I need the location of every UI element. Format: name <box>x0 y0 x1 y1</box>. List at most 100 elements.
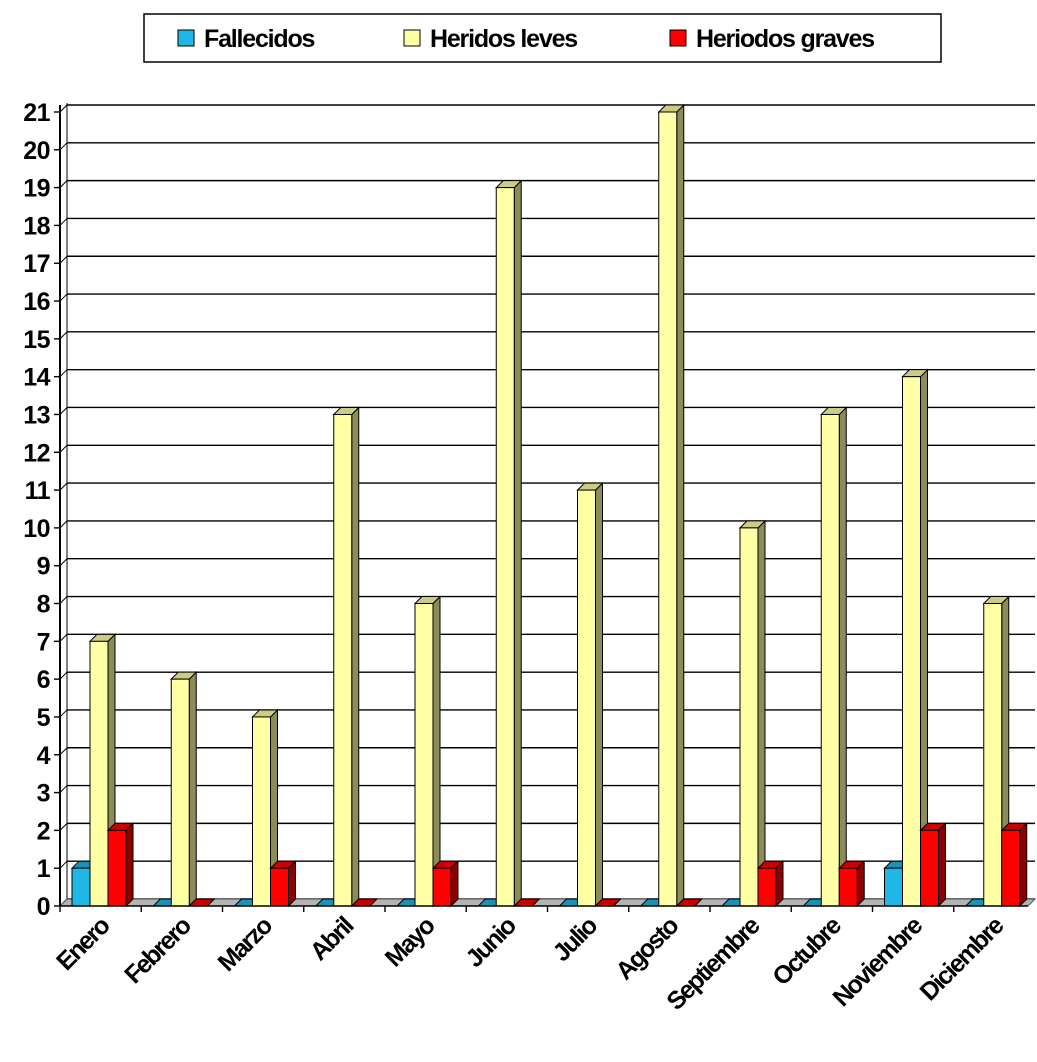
x-tick-label-febrero: Febrero <box>119 911 197 989</box>
bar-side <box>513 179 522 908</box>
bar-side <box>595 481 603 908</box>
bar-heriodos-graves-septiembre <box>756 859 785 908</box>
y-tick-label: 2 <box>37 817 50 845</box>
bar-front <box>414 603 434 907</box>
bar-front <box>757 867 777 907</box>
bar-side <box>188 670 197 908</box>
gridline-depth <box>59 785 68 793</box>
bar-front <box>170 678 190 907</box>
bar-side <box>838 406 847 908</box>
bar-front <box>333 413 353 907</box>
bar-front <box>884 867 903 907</box>
bar-heriodos-graves-enero <box>106 822 135 908</box>
bar-side <box>1019 822 1028 908</box>
y-tick-label: 16 <box>23 288 50 316</box>
bar-side <box>125 822 134 908</box>
x-tick-label-enero: Enero <box>51 911 116 976</box>
x-tick-label-agosto: Agosto <box>610 911 684 985</box>
gridline-depth <box>59 293 68 302</box>
gridline-depth <box>59 823 68 831</box>
y-tick-label: 11 <box>25 477 51 505</box>
bar-heridos-leves-julio <box>576 481 604 908</box>
gridline-depth <box>59 407 68 415</box>
gridline-depth <box>59 709 68 718</box>
bar-heriodos-graves-febrero <box>188 898 216 907</box>
y-tick-label: 10 <box>23 515 50 543</box>
x-tick-label-mayo: Mayo <box>380 911 441 972</box>
bar-heriodos-graves-noviembre <box>919 822 947 908</box>
y-tick-label: 1 <box>37 855 51 883</box>
y-tick-label: 13 <box>23 401 50 429</box>
bar-side <box>856 859 865 908</box>
gridline-depth <box>59 671 68 680</box>
y-tick-label: 14 <box>23 364 50 392</box>
gridline-depth <box>59 596 68 604</box>
gridline-depth <box>59 104 68 113</box>
gridline-depth <box>59 180 68 188</box>
bar-front <box>739 527 759 907</box>
x-tick-label-abril: Abril <box>305 912 359 966</box>
bar-front <box>432 867 452 907</box>
bar-front <box>107 829 127 907</box>
y-tick-label: 8 <box>37 591 51 619</box>
gridline-depth <box>59 747 68 756</box>
legend-label-heridos-leves: Heridos leves <box>430 25 577 53</box>
gridline-depth <box>59 633 68 642</box>
y-tick-label: 15 <box>23 326 50 354</box>
gridline-depth <box>59 142 68 151</box>
legend: Fallecidos Heridos leves Heriodos graves <box>143 13 942 63</box>
y-tick-label: 19 <box>23 175 50 203</box>
bar-side <box>676 103 685 908</box>
bar-front <box>820 413 840 907</box>
x-tick-label-junio: Junio <box>460 911 522 973</box>
bar-heriodos-graves-marzo <box>269 859 297 908</box>
gridline-depth <box>59 331 68 340</box>
bar-side <box>288 859 296 908</box>
bar-front <box>495 187 515 907</box>
y-tick-label: 20 <box>23 137 50 165</box>
y-tick-label: 0 <box>37 893 50 921</box>
legend-label-fallecidos: Fallecidos <box>204 25 315 53</box>
gridline-depth <box>59 255 68 264</box>
bar-heridos-leves-noviembre <box>901 368 929 908</box>
y-tick-label: 4 <box>37 742 51 770</box>
bar-heridos-leves-junio <box>495 179 523 908</box>
bar-front <box>89 640 109 907</box>
legend-swatch-fallecidos <box>177 29 195 47</box>
bar-front <box>252 716 271 907</box>
bar-front <box>983 603 1003 907</box>
x-tick-label-marzo: Marzo <box>213 911 279 977</box>
y-tick-label: 5 <box>37 704 51 732</box>
x-tick-label-noviembre: Noviembre <box>827 911 928 1012</box>
bar-front <box>1001 829 1021 907</box>
bar-front <box>658 111 678 907</box>
gridline-depth <box>59 482 68 491</box>
y-tick-label: 9 <box>37 553 50 581</box>
bar-side <box>938 822 946 908</box>
legend-box <box>143 13 942 63</box>
x-tick-label-julio: Julio <box>547 911 603 967</box>
bar-side <box>351 406 360 908</box>
bar-heriodos-graves-octubre <box>838 859 866 908</box>
y-tick-label: 18 <box>23 212 50 240</box>
y-tick-label: 17 <box>23 250 50 278</box>
bar-front <box>902 376 921 907</box>
y-tick-label: 6 <box>37 666 50 694</box>
bar-side <box>757 519 766 908</box>
bar-heridos-leves-octubre <box>820 406 848 908</box>
gridline-depth <box>59 369 68 378</box>
gridline-depth <box>59 558 68 567</box>
gridline-depth <box>59 520 68 529</box>
bar-heriodos-graves-diciembre <box>1000 822 1028 908</box>
bar-front <box>71 867 91 907</box>
bar-front <box>270 867 289 907</box>
bar-front <box>920 829 939 907</box>
bar-heridos-leves-agosto <box>657 103 685 908</box>
x-axis-tick-labels: Enero Febrero Marzo Abril Mayo Junio Julio Agos… <box>51 911 1010 1016</box>
gridline-depth <box>59 444 68 453</box>
axes <box>59 103 1028 912</box>
bar-side <box>432 595 441 908</box>
legend-swatch-heridos-leves <box>403 29 421 47</box>
y-tick-label: 21 <box>23 99 50 127</box>
